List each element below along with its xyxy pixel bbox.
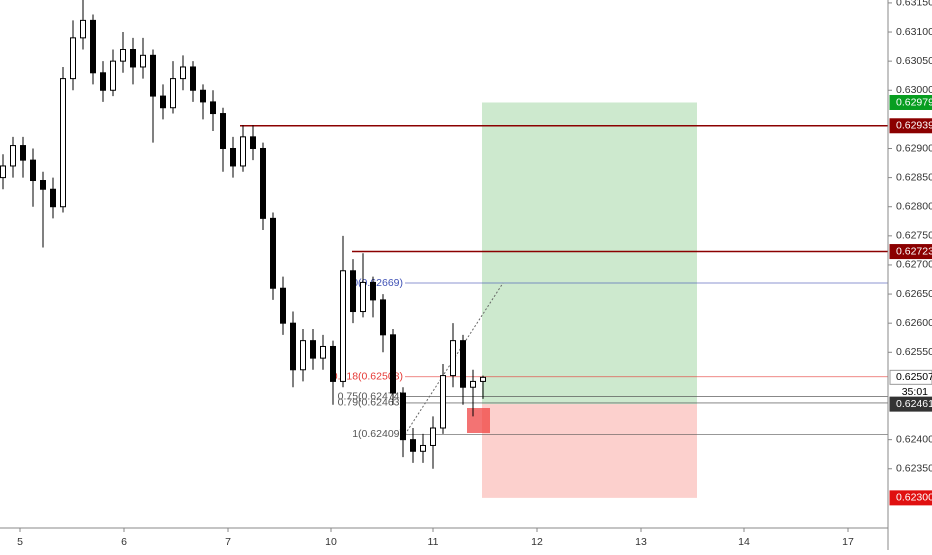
candle-body bbox=[370, 281, 376, 301]
y-tick-label: 0.62650 bbox=[896, 288, 932, 300]
candle-body bbox=[170, 78, 176, 109]
candle-body bbox=[80, 19, 86, 39]
candle-body bbox=[350, 270, 356, 313]
price-tag-label: 0.62300 bbox=[896, 492, 932, 504]
candle-body bbox=[100, 72, 106, 91]
profit-zone bbox=[482, 102, 697, 405]
candle-body bbox=[430, 427, 436, 446]
price-tag-label: 0.62939 bbox=[896, 120, 932, 132]
countdown: 35:01 bbox=[902, 386, 928, 398]
candle-body bbox=[360, 281, 366, 313]
fib-label: 0.618(0.62508) bbox=[332, 371, 403, 383]
candle-body bbox=[270, 217, 276, 289]
candle-body bbox=[210, 101, 216, 115]
price-tag bbox=[889, 244, 932, 260]
x-tick-label: 10 bbox=[325, 536, 337, 548]
candle-body bbox=[400, 392, 406, 441]
y-tick-label: 0.62550 bbox=[896, 346, 932, 358]
y-tick-label: 0.62800 bbox=[896, 201, 932, 213]
candle-body bbox=[150, 54, 156, 97]
price-tag-label: 0.62461 bbox=[896, 398, 932, 410]
price-tag bbox=[889, 118, 932, 134]
y-tick-label: 0.63050 bbox=[896, 55, 932, 67]
candle-body bbox=[460, 340, 466, 388]
candle-body bbox=[20, 145, 26, 161]
price-tag bbox=[889, 94, 932, 110]
price-tag-label: 0.62979 bbox=[896, 96, 932, 108]
candle-body bbox=[190, 66, 196, 91]
candle-body bbox=[440, 375, 446, 429]
candle-body bbox=[90, 19, 96, 74]
y-tick-label: 0.62700 bbox=[896, 259, 932, 271]
candle-body bbox=[340, 270, 346, 382]
candle-body bbox=[390, 334, 396, 394]
fib-label: 0.79(0.62463) bbox=[338, 397, 403, 409]
price-tag-label: 0.62723 bbox=[896, 245, 932, 257]
candle-body bbox=[160, 95, 166, 109]
candle-body bbox=[60, 78, 66, 208]
price-tag bbox=[889, 396, 932, 412]
candle-body bbox=[140, 54, 146, 68]
y-tick-label: 0.63100 bbox=[896, 26, 932, 38]
x-tick-label: 6 bbox=[121, 536, 127, 548]
candle-body bbox=[240, 136, 246, 167]
candle-body bbox=[410, 439, 416, 452]
candle-body bbox=[220, 113, 226, 149]
candle-body bbox=[280, 287, 286, 324]
candle-body bbox=[230, 147, 236, 167]
candle-body bbox=[420, 444, 426, 452]
price-tag-label: 0.62507 bbox=[896, 371, 932, 383]
candle-body bbox=[40, 180, 46, 190]
price-tag bbox=[889, 369, 932, 385]
candle-body bbox=[480, 376, 486, 382]
candle-body bbox=[0, 165, 6, 179]
candle-body bbox=[50, 188, 56, 208]
candle-body bbox=[290, 322, 296, 371]
y-tick-label: 0.62350 bbox=[896, 463, 932, 475]
candle-body bbox=[250, 136, 256, 149]
candle-body bbox=[300, 340, 306, 371]
fib-label: 0.75(0.62474) bbox=[338, 390, 403, 402]
x-tick-label: 14 bbox=[738, 536, 750, 548]
y-tick-label: 0.62850 bbox=[896, 171, 932, 183]
x-tick-label: 17 bbox=[842, 536, 854, 548]
x-tick-label: 12 bbox=[531, 536, 543, 548]
candle-body bbox=[380, 299, 386, 336]
candle-body bbox=[10, 145, 16, 167]
candle-body bbox=[330, 345, 336, 382]
y-tick-label: 0.62750 bbox=[896, 230, 932, 242]
fib-label: 1(0.62409) bbox=[352, 428, 403, 440]
candle-body bbox=[120, 48, 126, 62]
y-tick-label: 0.63000 bbox=[896, 84, 932, 96]
candle-body bbox=[110, 60, 116, 91]
fib-label: 0(0.62669) bbox=[352, 277, 403, 289]
y-tick-label: 0.62400 bbox=[896, 433, 932, 445]
candle-body bbox=[70, 37, 76, 80]
x-tick-label: 13 bbox=[635, 536, 647, 548]
candle-body bbox=[180, 66, 186, 80]
candle-body bbox=[260, 147, 266, 219]
candle-body bbox=[310, 340, 316, 359]
y-tick-label: 0.62900 bbox=[896, 142, 932, 154]
price-tag bbox=[889, 490, 932, 506]
candle-body bbox=[30, 159, 36, 182]
x-tick-label: 7 bbox=[225, 536, 231, 548]
loss-zone bbox=[482, 404, 697, 498]
y-tick-label: 0.63150 bbox=[896, 0, 932, 9]
candle-body bbox=[320, 345, 326, 359]
candle-body bbox=[450, 340, 456, 377]
candle-body bbox=[470, 380, 476, 388]
candle-body bbox=[200, 89, 206, 103]
candle-body bbox=[130, 48, 136, 68]
y-tick-label: 0.62600 bbox=[896, 317, 932, 329]
x-tick-label: 11 bbox=[428, 536, 439, 548]
x-tick-label: 5 bbox=[17, 536, 23, 548]
